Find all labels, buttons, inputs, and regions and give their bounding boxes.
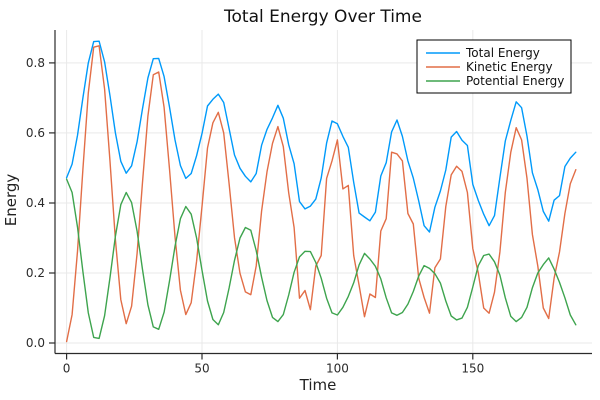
legend-item-label: Total Energy bbox=[465, 46, 540, 60]
y-tick-label: 0.4 bbox=[26, 196, 45, 210]
axis-layer: 0.0 0.2 0.4 0.6 0.8 0 50 100 150 bbox=[26, 30, 592, 376]
series-layer bbox=[65, 40, 577, 343]
x-tick-label: 50 bbox=[194, 362, 209, 376]
y-tick-label: 0.0 bbox=[26, 336, 45, 350]
series-line-potential-energy bbox=[65, 178, 577, 340]
grid-layer bbox=[55, 30, 592, 354]
series-line-kinetic-energy bbox=[65, 45, 577, 343]
series-line-total-energy bbox=[65, 40, 577, 233]
x-tick-label: 0 bbox=[63, 362, 71, 376]
y-axis-label: Energy bbox=[2, 174, 20, 227]
chart-title: Total Energy Over Time bbox=[223, 7, 422, 27]
x-axis-label: Time bbox=[299, 376, 337, 394]
legend-item-label: Kinetic Energy bbox=[466, 60, 553, 74]
x-tick-label: 150 bbox=[461, 362, 484, 376]
y-tick-label: 0.2 bbox=[26, 266, 45, 280]
y-tick-label: 0.6 bbox=[26, 126, 45, 140]
y-tick-label: 0.8 bbox=[26, 56, 45, 70]
legend-item-label: Potential Energy bbox=[466, 74, 564, 88]
x-tick-label: 100 bbox=[326, 362, 349, 376]
